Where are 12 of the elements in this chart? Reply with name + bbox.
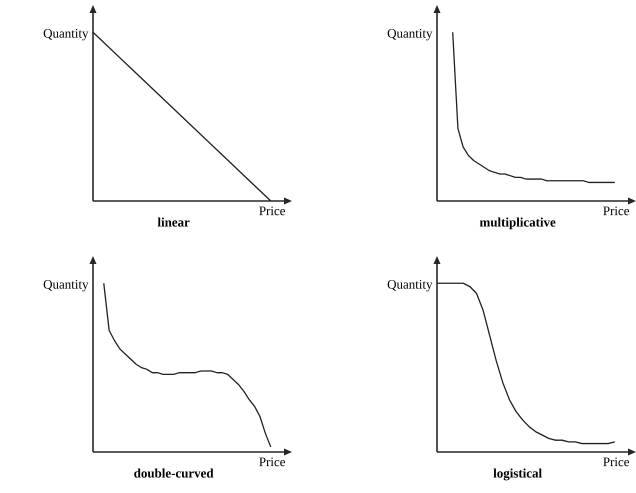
x-axis-title: Price [603, 206, 630, 216]
x-axis-title: Price [603, 458, 630, 466]
x-axis-title: Price [259, 458, 286, 466]
text: logistical [493, 468, 542, 480]
y-axis-title: Quantity [388, 280, 432, 292]
y-axis-title: Quantity [44, 280, 88, 292]
y-axis-title: Quantity [388, 28, 432, 40]
text: multiplicative [480, 217, 556, 230]
y-axis-title: Quantity [44, 28, 88, 40]
text: linear [158, 217, 190, 227]
x-axis-title: Price [259, 206, 286, 216]
text: double-curved [134, 468, 214, 478]
